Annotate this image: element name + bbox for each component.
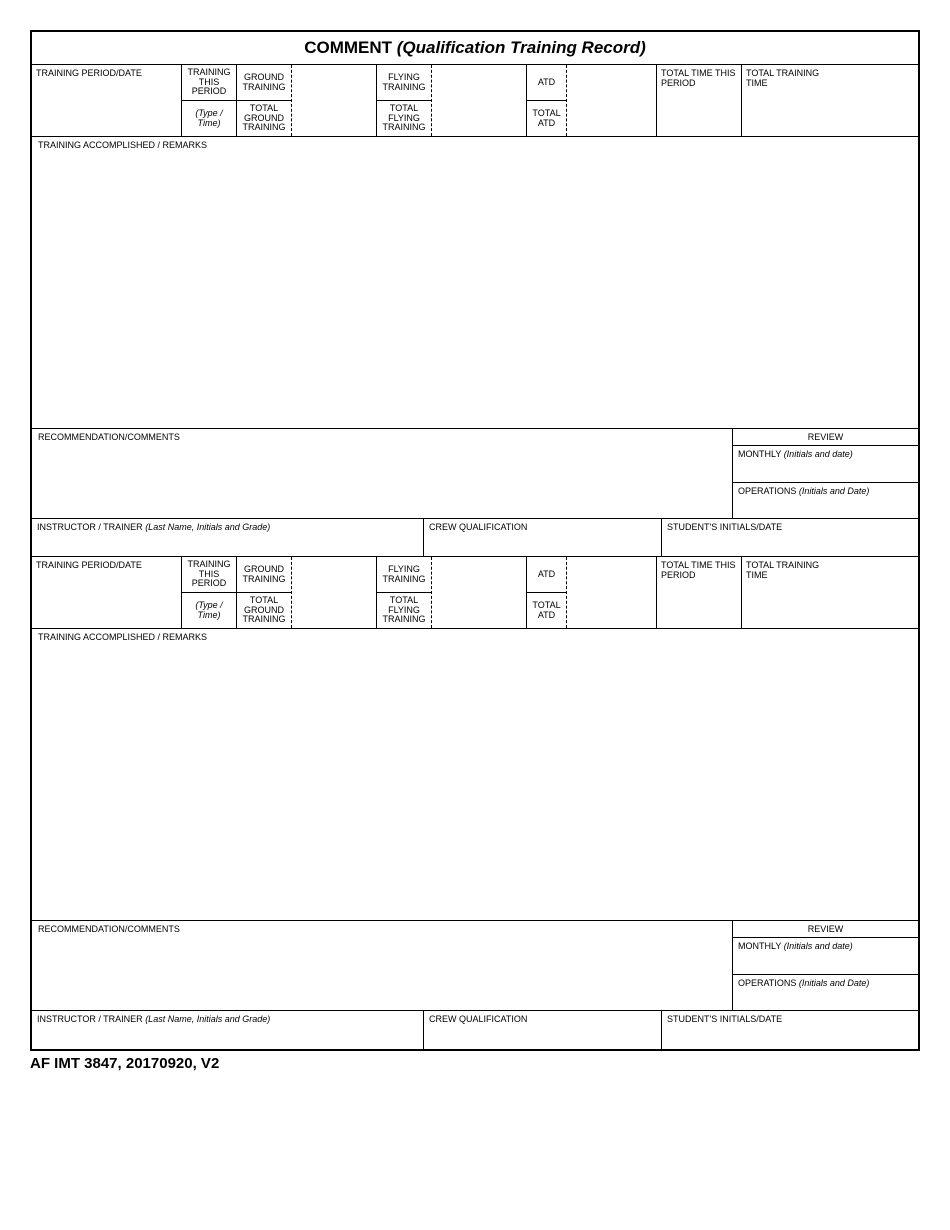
header-row-1: TRAINING PERIOD/DATE TRAINING THIS PERIO… [32,65,918,137]
total-time-this-period-label-2: TOTAL TIME THIS PERIOD [657,557,741,581]
recommendation-cell-1[interactable]: RECOMMENDATION/COMMENTS [32,429,733,518]
instructor-italic: (Last Name, Initials and Grade) [145,522,270,532]
header-row-2: TRAINING PERIOD/DATE TRAINING THIS PERIO… [32,557,918,629]
total-ground-training-label-2: TOTAL GROUND TRAINING [237,592,291,628]
training-this-period-label-2: TRAINING THIS PERIOD [182,557,236,592]
total-atd-label: TOTAL ATD [527,100,566,136]
flying-value-cell-2[interactable] [432,557,527,628]
crew-qualification-label: CREW QUALIFICATION [429,522,527,532]
atd-label: ATD [527,65,566,100]
review-title-2: REVIEW [733,921,918,938]
remarks-block-2[interactable]: TRAINING ACCOMPLISHED / REMARKS [32,629,918,921]
atd-label-2: ATD [527,557,566,592]
instructor-italic-2: (Last Name, Initials and Grade) [145,1014,270,1024]
review-operations-italic-2: (Initials and Date) [799,978,870,988]
flying-training-label-2: FLYING TRAINING [377,557,431,592]
training-this-period-cell: TRAINING THIS PERIOD (Type / Time) [182,65,237,136]
type-time-label: (Type / Time) [182,100,236,136]
instructor-cell-2[interactable]: INSTRUCTOR / TRAINER (Last Name, Initial… [32,1011,424,1049]
review-panel-2: REVIEW MONTHLY (Initials and date) OPERA… [733,921,918,1010]
form-container: COMMENT (Qualification Training Record) … [30,30,920,1051]
flying-training-cell: FLYING TRAINING TOTAL FLYING TRAINING [377,65,432,136]
review-title-1: REVIEW [733,429,918,446]
total-time-this-period-cell-2[interactable]: TOTAL TIME THIS PERIOD [657,557,742,628]
recommendation-row-2: RECOMMENDATION/COMMENTS REVIEW MONTHLY (… [32,921,918,1011]
total-time-this-period-cell[interactable]: TOTAL TIME THIS PERIOD [657,65,742,136]
crew-qualification-cell-2[interactable]: CREW QUALIFICATION [424,1011,662,1049]
ground-training-label-2: GROUND TRAINING [237,557,291,592]
recommendation-cell-2[interactable]: RECOMMENDATION/COMMENTS [32,921,733,1010]
atd-value-cell-2[interactable] [567,557,657,628]
atd-cell: ATD TOTAL ATD [527,65,567,136]
total-training-time-label-2: TOTAL TRAINING TIME [742,557,827,581]
training-period-date-cell-2[interactable]: TRAINING PERIOD/DATE [32,557,182,628]
student-initials-cell-2[interactable]: STUDENT'S INITIALS/DATE [662,1011,918,1049]
instructor-label: INSTRUCTOR / TRAINER [37,522,145,532]
student-initials-label: STUDENT'S INITIALS/DATE [667,522,782,532]
form-identifier: AF IMT 3847, 20170920, V2 [30,1051,920,1072]
total-atd-label-2: TOTAL ATD [527,592,566,628]
review-monthly-2[interactable]: MONTHLY (Initials and date) [733,938,918,974]
signature-row-2: INSTRUCTOR / TRAINER (Last Name, Initial… [32,1011,918,1049]
remarks-label-2: TRAINING ACCOMPLISHED / REMARKS [32,629,918,642]
remarks-body-1[interactable] [32,150,918,428]
recommendation-label-1: RECOMMENDATION/COMMENTS [32,429,732,445]
atd-value-cell[interactable] [567,65,657,136]
remarks-label-1: TRAINING ACCOMPLISHED / REMARKS [32,137,918,150]
review-operations-label: OPERATIONS [738,486,799,496]
title-italic: (Qualification Training Record) [397,38,646,57]
recommendation-label-2: RECOMMENDATION/COMMENTS [32,921,732,937]
form-title: COMMENT (Qualification Training Record) [32,32,918,65]
review-operations-label-2: OPERATIONS [738,978,799,988]
review-monthly-italic-2: (Initials and date) [784,941,853,951]
title-bold: COMMENT [304,38,397,57]
crew-qualification-label-2: CREW QUALIFICATION [429,1014,527,1024]
student-initials-cell-1[interactable]: STUDENT'S INITIALS/DATE [662,519,918,556]
ground-training-cell: GROUND TRAINING TOTAL GROUND TRAINING [237,65,292,136]
total-ground-training-label: TOTAL GROUND TRAINING [237,100,291,136]
total-time-this-period-label: TOTAL TIME THIS PERIOD [657,65,741,89]
crew-qualification-cell-1[interactable]: CREW QUALIFICATION [424,519,662,556]
instructor-label-2: INSTRUCTOR / TRAINER [37,1014,145,1024]
flying-value-cell[interactable] [432,65,527,136]
instructor-cell-1[interactable]: INSTRUCTOR / TRAINER (Last Name, Initial… [32,519,424,556]
remarks-body-2[interactable] [32,642,918,920]
flying-training-label: FLYING TRAINING [377,65,431,100]
total-training-time-cell[interactable]: TOTAL TRAINING TIME [742,65,827,136]
review-monthly-label: MONTHLY [738,449,784,459]
training-this-period-label: TRAINING THIS PERIOD [182,65,236,100]
flying-training-cell-2: FLYING TRAINING TOTAL FLYING TRAINING [377,557,432,628]
remarks-block-1[interactable]: TRAINING ACCOMPLISHED / REMARKS [32,137,918,429]
ground-value-cell[interactable] [292,65,377,136]
signature-row-1: INSTRUCTOR / TRAINER (Last Name, Initial… [32,519,918,557]
training-period-date-label-2: TRAINING PERIOD/DATE [32,557,181,570]
total-flying-training-label: TOTAL FLYING TRAINING [377,100,431,136]
review-monthly-label-2: MONTHLY [738,941,784,951]
training-period-date-cell[interactable]: TRAINING PERIOD/DATE [32,65,182,136]
student-initials-label-2: STUDENT'S INITIALS/DATE [667,1014,782,1024]
review-monthly-italic: (Initials and date) [784,449,853,459]
review-operations-2[interactable]: OPERATIONS (Initials and Date) [733,974,918,1011]
recommendation-row-1: RECOMMENDATION/COMMENTS REVIEW MONTHLY (… [32,429,918,519]
review-operations-italic: (Initials and Date) [799,486,870,496]
total-training-time-label: TOTAL TRAINING TIME [742,65,827,89]
ground-training-cell-2: GROUND TRAINING TOTAL GROUND TRAINING [237,557,292,628]
type-time-label-2: (Type / Time) [182,592,236,628]
ground-value-cell-2[interactable] [292,557,377,628]
review-panel-1: REVIEW MONTHLY (Initials and date) OPERA… [733,429,918,518]
atd-cell-2: ATD TOTAL ATD [527,557,567,628]
review-operations-1[interactable]: OPERATIONS (Initials and Date) [733,482,918,519]
training-this-period-cell-2: TRAINING THIS PERIOD (Type / Time) [182,557,237,628]
total-flying-training-label-2: TOTAL FLYING TRAINING [377,592,431,628]
ground-training-label: GROUND TRAINING [237,65,291,100]
training-period-date-label: TRAINING PERIOD/DATE [32,65,181,78]
review-monthly-1[interactable]: MONTHLY (Initials and date) [733,446,918,482]
total-training-time-cell-2[interactable]: TOTAL TRAINING TIME [742,557,827,628]
